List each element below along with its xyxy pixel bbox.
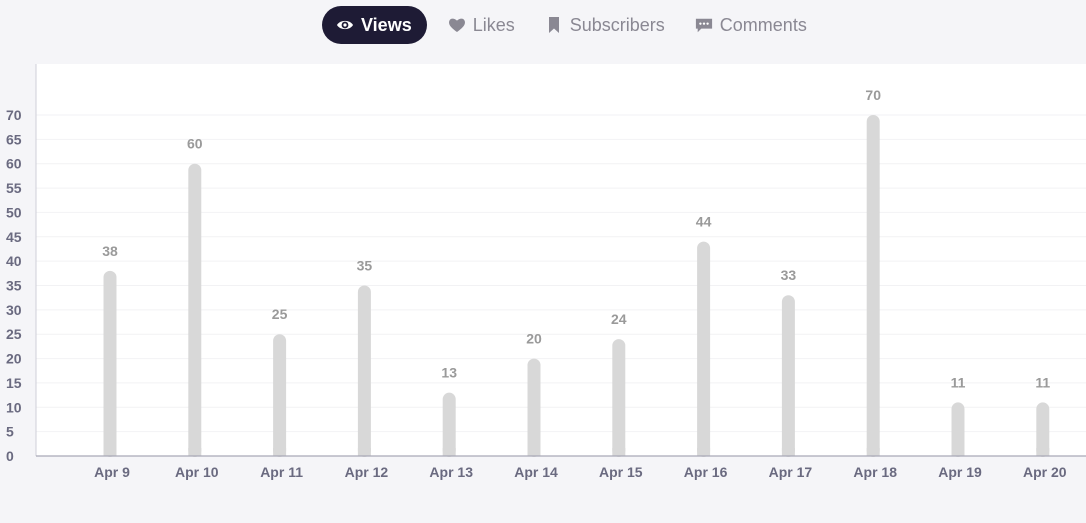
- bar-base: [527, 448, 541, 456]
- bookmark-icon: [545, 16, 563, 34]
- y-tick-label: 10: [6, 399, 22, 415]
- x-tick-label: Apr 10: [175, 464, 219, 480]
- x-tick-label: Apr 14: [514, 464, 558, 480]
- data-label: 70: [865, 87, 881, 103]
- tab-subscribers-label: Subscribers: [569, 14, 665, 35]
- y-tick-label: 5: [6, 424, 14, 440]
- tab-likes[interactable]: Likes: [433, 6, 530, 44]
- y-tick-label: 60: [6, 156, 22, 172]
- tab-subscribers[interactable]: Subscribers: [530, 6, 680, 44]
- bars: 38 60 25 35 13 20 24 44 33 70 11 11: [102, 87, 1050, 457]
- x-tick-label: Apr 13: [429, 464, 473, 480]
- bar-base: [1036, 448, 1050, 456]
- data-label: 11: [951, 374, 966, 390]
- data-label: 24: [611, 311, 627, 327]
- bar: [188, 163, 202, 457]
- y-tick-label: 25: [6, 326, 22, 342]
- x-tick-label: Apr 17: [769, 464, 813, 480]
- bar-base: [442, 448, 456, 456]
- bar-base: [781, 448, 795, 456]
- y-tick-label: 70: [6, 107, 22, 123]
- data-label: 13: [441, 365, 457, 381]
- y-tick-label: 15: [6, 375, 22, 391]
- bar: [273, 334, 287, 457]
- x-tick-label: Apr 18: [853, 464, 897, 480]
- bar: [442, 392, 456, 457]
- tab-likes-label: Likes: [472, 14, 515, 35]
- bar: [1036, 402, 1050, 457]
- y-tick-label: 20: [6, 351, 22, 367]
- comment-icon: [695, 16, 713, 34]
- x-tick-label: Apr 20: [1023, 464, 1067, 480]
- eye-icon: [336, 16, 354, 34]
- bar-base: [866, 448, 880, 456]
- data-label: 25: [272, 306, 288, 322]
- data-label: 20: [526, 331, 542, 347]
- bar: [781, 295, 795, 457]
- y-tick-label: 0: [6, 448, 14, 464]
- tab-views-label: Views: [361, 14, 412, 35]
- grid-lines: [36, 114, 1086, 433]
- tab-comments-label: Comments: [719, 14, 807, 35]
- data-label: 60: [187, 136, 203, 152]
- bar-base: [273, 448, 287, 456]
- metric-tabs: Views Likes Subscribers Comments: [322, 6, 822, 44]
- y-tick-label: 35: [6, 278, 22, 294]
- bar-base: [357, 448, 371, 456]
- y-tick-label: 65: [6, 131, 22, 147]
- bar-base: [697, 448, 711, 456]
- bar-base: [612, 448, 626, 456]
- bar-base: [188, 448, 202, 456]
- y-tick-label: 50: [6, 204, 22, 220]
- data-label: 11: [1035, 374, 1050, 390]
- bar: [697, 241, 711, 457]
- heart-icon: [448, 16, 466, 34]
- x-tick-label: Apr 9: [94, 464, 130, 480]
- data-label: 35: [357, 258, 373, 274]
- x-axis: Apr 9 Apr 10 Apr 11 Apr 12 Apr 13 Apr 14 Apr 1…: [36, 455, 1086, 480]
- y-tick-label: 45: [6, 229, 22, 245]
- x-tick-label: Apr 19: [938, 464, 982, 480]
- tab-views[interactable]: Views: [322, 6, 427, 44]
- data-label: 33: [781, 267, 797, 283]
- data-label: 44: [696, 214, 712, 230]
- y-tick-label: 30: [6, 302, 22, 318]
- y-axis: 0 5 10 15 20 25 30 35 40 45 50 55 60 65 70: [6, 64, 37, 464]
- bar: [357, 285, 371, 457]
- bar-base: [951, 448, 965, 456]
- bar: [866, 115, 880, 457]
- x-tick-label: Apr 16: [684, 464, 728, 480]
- y-tick-label: 55: [6, 180, 22, 196]
- chart-panel: [36, 64, 1086, 456]
- bar-base: [103, 448, 117, 456]
- bar: [951, 402, 965, 457]
- bar: [527, 358, 541, 457]
- bar: [612, 339, 626, 457]
- bar: [103, 270, 117, 457]
- data-label: 38: [102, 243, 118, 259]
- x-tick-label: Apr 12: [345, 464, 389, 480]
- x-tick-label: Apr 15: [599, 464, 643, 480]
- x-tick-label: Apr 11: [260, 464, 303, 480]
- y-tick-label: 40: [6, 253, 22, 269]
- tab-comments[interactable]: Comments: [680, 6, 822, 44]
